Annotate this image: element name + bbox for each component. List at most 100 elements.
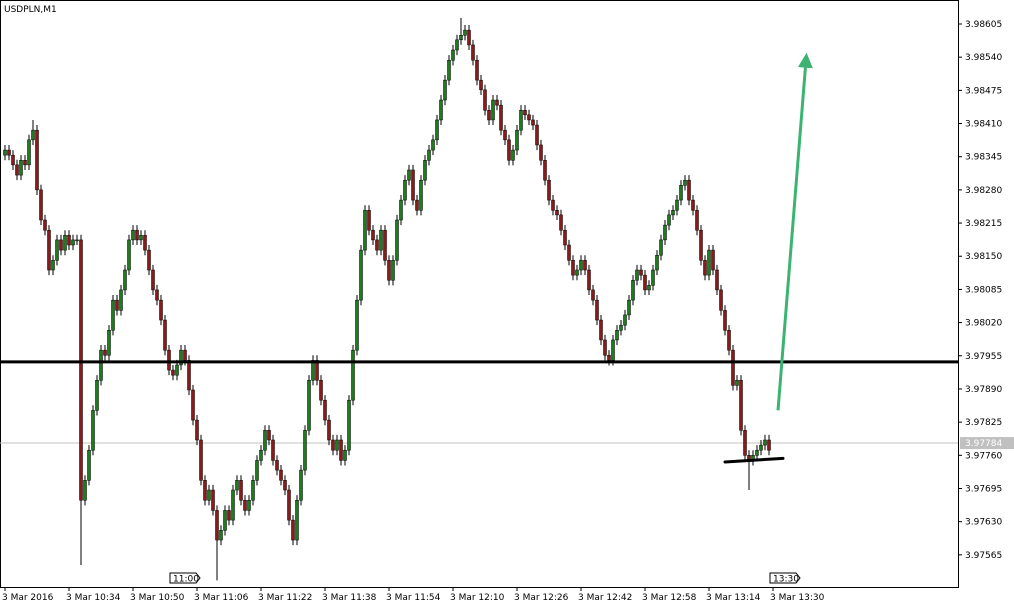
candle-body (611, 339, 615, 361)
candle-body (331, 439, 335, 451)
x-tick-label: 3 Mar 13:30 (770, 593, 825, 603)
candle-body (707, 249, 711, 276)
y-tick-label: 3.97695 (965, 484, 1002, 494)
candle-body (587, 269, 591, 291)
chart-title: USDPLN,M1 (4, 5, 57, 15)
candle-body (51, 260, 55, 271)
candle-body (323, 399, 327, 421)
candle-body (243, 499, 247, 511)
candle-body (195, 419, 199, 441)
candle-body (527, 114, 531, 121)
candle-body (603, 339, 607, 356)
x-tick-label: 3 Mar 13:14 (706, 593, 761, 603)
candle-body (575, 269, 579, 276)
y-tick-label: 3.98605 (965, 20, 1002, 30)
candle-body (535, 124, 539, 146)
candle-body (203, 480, 207, 501)
candle-body (147, 249, 151, 271)
x-tick-label: 3 Mar 11:38 (322, 593, 377, 603)
candle-body (43, 219, 47, 231)
candle-body (563, 229, 567, 246)
candle-body (179, 349, 183, 366)
candle-body (315, 360, 319, 381)
candle-body (431, 139, 435, 151)
candle-body (371, 229, 375, 241)
candle-body (335, 439, 339, 451)
candle-body (399, 199, 403, 221)
candle-body (395, 219, 399, 261)
candle-body (731, 349, 735, 386)
candle-body (623, 314, 627, 326)
candle-body (627, 299, 631, 316)
candle-body (355, 299, 359, 351)
candle-body (251, 480, 255, 501)
candle-body (715, 269, 719, 291)
x-tick-label: 3 Mar 11:06 (194, 593, 249, 603)
x-tick-label: 3 Mar 11:54 (386, 593, 441, 603)
candle-body (383, 229, 387, 261)
candle-body (223, 510, 227, 531)
candle-body (111, 299, 115, 331)
candle-body (507, 139, 511, 161)
candle-body (487, 110, 491, 121)
candle-body (571, 260, 575, 276)
candle-body (3, 149, 7, 156)
candle-body (155, 289, 159, 301)
candle-body (651, 269, 655, 286)
candle-body (439, 99, 443, 121)
candle-body (411, 169, 415, 201)
candle-body (763, 439, 767, 446)
candle-body (227, 510, 231, 521)
candle-body (407, 169, 411, 181)
candle-body (695, 210, 699, 231)
candle-body (235, 480, 239, 491)
candle-body (555, 210, 559, 216)
candle-body (167, 349, 171, 371)
candle-body (19, 160, 23, 176)
candle-body (539, 144, 543, 161)
candle-body (351, 349, 355, 401)
y-tick-label: 3.98410 (965, 120, 1002, 130)
candle-body (531, 119, 535, 126)
candle-body (299, 469, 303, 501)
candle-body (107, 330, 111, 356)
candle-body (759, 444, 763, 451)
candle-body (91, 410, 95, 451)
candle-body (655, 254, 659, 271)
x-tick-label: 3 Mar 12:58 (642, 593, 697, 603)
candle-body (467, 29, 471, 46)
candle-body (375, 239, 379, 251)
candle-body (515, 129, 519, 151)
candle-body (619, 324, 623, 331)
candle-body (163, 319, 167, 351)
candle-body (279, 469, 283, 481)
candle-body (219, 530, 223, 541)
candle-body (459, 34, 463, 41)
candle-body (659, 239, 663, 256)
candle-body (175, 364, 179, 376)
candle-body (263, 430, 267, 451)
candle-body (7, 149, 11, 156)
y-tick-label: 3.98150 (965, 252, 1002, 262)
candle-body (667, 214, 671, 226)
candle-body (511, 149, 515, 161)
candle-body (567, 244, 571, 261)
candle-body (159, 299, 163, 321)
candle-body (99, 349, 103, 381)
candle-body (191, 389, 195, 421)
candle-body (151, 269, 155, 291)
candle-body (347, 399, 351, 451)
candle-body (491, 99, 495, 121)
candle-body (471, 44, 475, 61)
candle-body (143, 235, 147, 251)
candle-body (403, 179, 407, 201)
candle-body (27, 139, 31, 166)
candle-body (115, 299, 119, 311)
candle-body (599, 319, 603, 341)
x-tick-label: 3 Mar 10:34 (66, 593, 121, 603)
candle-body (123, 269, 127, 291)
y-tick-label: 3.97825 (965, 418, 1002, 428)
candle-body (95, 380, 99, 411)
candle-body (35, 129, 39, 191)
candle-body (11, 154, 15, 166)
